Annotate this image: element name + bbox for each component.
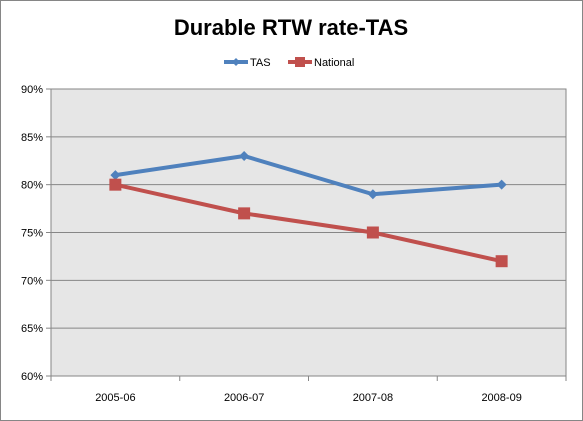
- legend-marker: [295, 57, 305, 67]
- data-point-tas: [110, 170, 121, 181]
- series-line-tas: [113, 153, 504, 197]
- x-tick-label: 2008-09: [481, 392, 521, 404]
- data-point-national: [366, 226, 379, 239]
- y-tick-label: 85%: [21, 132, 43, 144]
- x-axis: 2005-06 2006-07 2007-08 2008-09: [50, 376, 567, 404]
- data-point-tas: [367, 189, 378, 200]
- chart-title: Durable RTW rate-TAS: [174, 15, 408, 40]
- y-tick-label: 80%: [21, 180, 43, 192]
- y-axis: 60% 65% 70% 75% 80% 85% 90%: [21, 84, 51, 383]
- legend-label: National: [314, 57, 354, 69]
- series-line-national: [113, 182, 504, 264]
- data-point-national: [109, 178, 122, 191]
- legend-marker: [232, 58, 240, 66]
- x-tick-label: 2005-06: [95, 392, 135, 404]
- data-point-tas: [496, 179, 507, 190]
- y-tick-label: 60%: [21, 371, 43, 383]
- data-point-national: [238, 207, 251, 220]
- data-point-national: [495, 255, 508, 268]
- y-tick-label: 70%: [21, 275, 43, 287]
- x-tick-label: 2006-07: [224, 392, 264, 404]
- data-point-tas: [239, 150, 250, 161]
- series-layer: [109, 150, 508, 268]
- y-tick-label: 75%: [21, 228, 43, 240]
- legend-label: TAS: [250, 57, 271, 69]
- y-tick-label: 65%: [21, 323, 43, 335]
- x-tick-label: 2007-08: [353, 392, 393, 404]
- legend: TAS National: [224, 57, 354, 69]
- y-tick-label: 90%: [21, 84, 43, 96]
